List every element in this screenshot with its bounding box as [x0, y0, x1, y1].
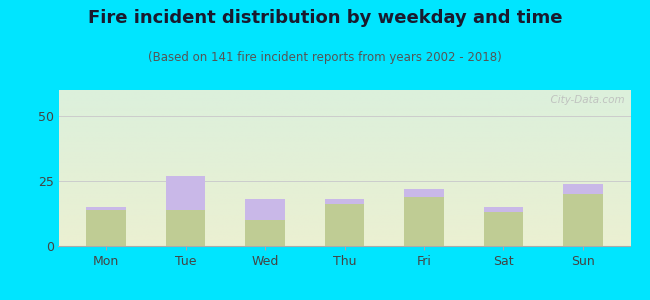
- Bar: [563, 194, 603, 246]
- Legend: AM, PM: AM, PM: [296, 296, 393, 300]
- Bar: [324, 199, 365, 204]
- Bar: [166, 176, 205, 210]
- Bar: [86, 207, 126, 210]
- Bar: [484, 212, 523, 246]
- Bar: [245, 220, 285, 246]
- Bar: [166, 210, 205, 246]
- Text: Fire incident distribution by weekday and time: Fire incident distribution by weekday an…: [88, 9, 562, 27]
- Bar: [484, 207, 523, 212]
- Bar: [324, 204, 365, 246]
- Bar: [404, 196, 444, 246]
- Text: City-Data.com: City-Data.com: [544, 95, 625, 105]
- Bar: [245, 199, 285, 220]
- Text: (Based on 141 fire incident reports from years 2002 - 2018): (Based on 141 fire incident reports from…: [148, 51, 502, 64]
- Bar: [563, 184, 603, 194]
- Bar: [86, 210, 126, 246]
- Bar: [404, 189, 444, 196]
